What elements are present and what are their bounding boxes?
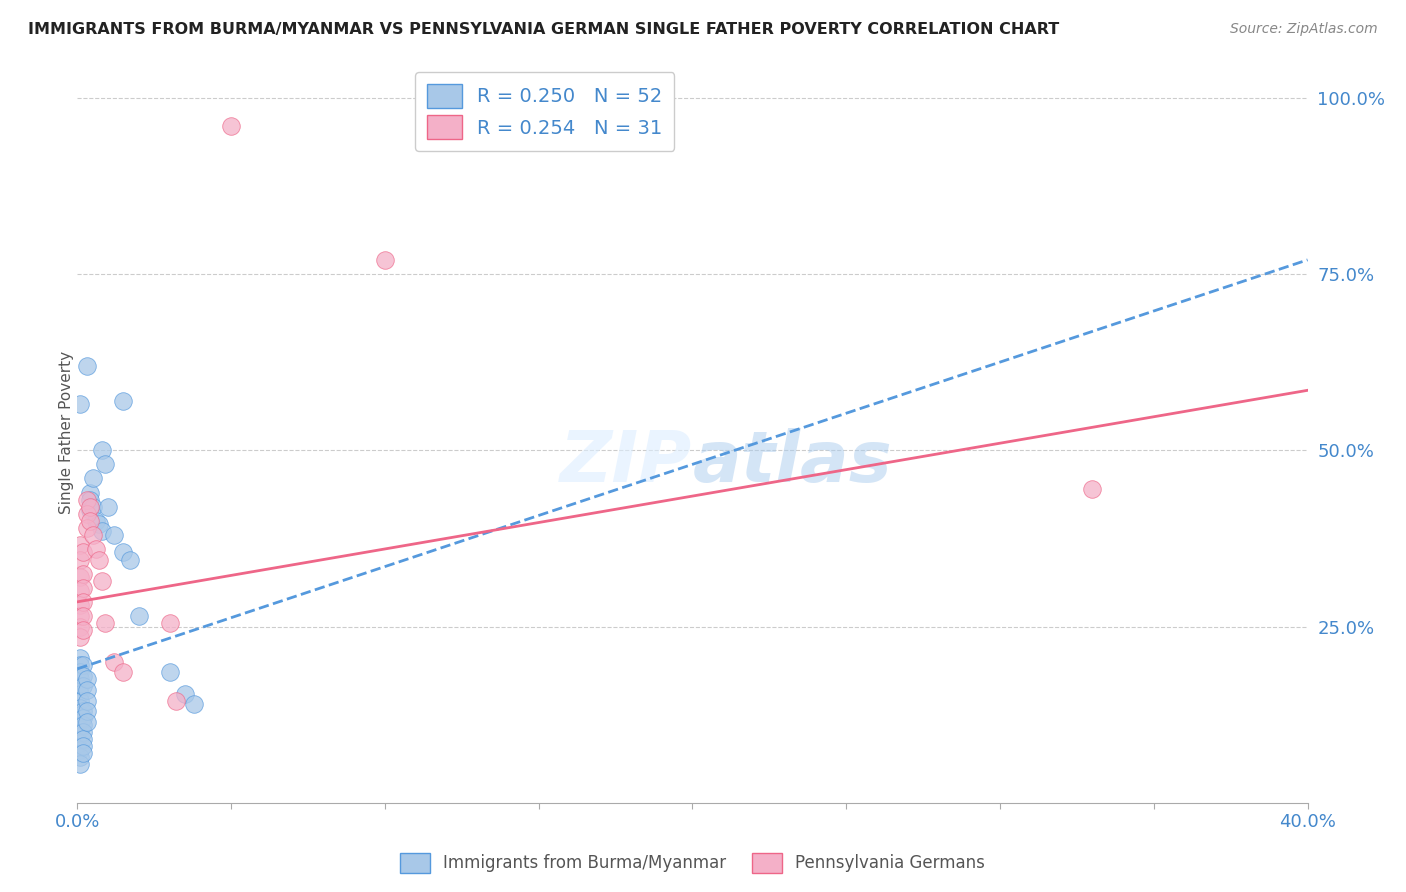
Point (72, 718, 94, 732)
Point (76, 521, 98, 535)
Point (374, 252, 396, 267)
Point (69, 658, 91, 673)
Point (69, 707, 91, 722)
Point (174, 686, 197, 700)
Point (87, 552, 110, 566)
Point (69, 552, 91, 566)
Point (69, 609, 91, 624)
Point (72, 704, 94, 718)
Point (72, 711, 94, 725)
Point (69, 736, 91, 750)
Point (82, 500, 104, 514)
Point (76, 359, 98, 373)
Point (128, 609, 150, 624)
Point (69, 619, 91, 633)
Text: ZIP: ZIP (560, 428, 693, 497)
Point (72, 545, 94, 559)
Point (72, 581, 94, 595)
Point (69, 599, 91, 613)
Point (69, 693, 91, 707)
Text: IMMIGRANTS FROM BURMA/MYANMAR VS PENNSYLVANIA GERMAN SINGLE FATHER POVERTY CORRE: IMMIGRANTS FROM BURMA/MYANMAR VS PENNSYL… (28, 22, 1059, 37)
Point (69, 750, 91, 764)
Point (69, 651, 91, 665)
Point (72, 725, 94, 739)
Point (165, 693, 187, 707)
Point (69, 729, 91, 743)
Point (69, 700, 91, 714)
Point (112, 665, 135, 680)
Point (1081, 482, 1104, 496)
Point (69, 570, 91, 584)
Point (76, 673, 98, 687)
Text: Source: ZipAtlas.com: Source: ZipAtlas.com (1230, 22, 1378, 37)
Point (112, 393, 135, 408)
Point (79, 485, 101, 500)
Point (219, 119, 242, 133)
Point (72, 609, 94, 624)
Point (87, 517, 110, 532)
Y-axis label: Single Father Poverty: Single Father Poverty (59, 351, 73, 514)
Point (69, 714, 91, 729)
Point (118, 552, 141, 566)
Point (82, 528, 104, 542)
Point (94, 615, 117, 630)
Point (72, 566, 94, 581)
Point (76, 492, 98, 507)
Point (69, 743, 91, 757)
Point (72, 623, 94, 637)
Point (76, 714, 98, 729)
Point (69, 397, 91, 411)
Point (69, 686, 91, 700)
Point (72, 739, 94, 754)
Point (72, 669, 94, 683)
Point (72, 680, 94, 694)
Point (103, 655, 125, 669)
Point (69, 538, 91, 552)
Point (69, 584, 91, 599)
Point (72, 595, 94, 609)
Point (69, 722, 91, 736)
Point (94, 458, 117, 472)
Point (103, 528, 125, 542)
Point (82, 471, 104, 485)
Point (79, 514, 101, 528)
Point (76, 507, 98, 521)
Point (79, 500, 101, 514)
Point (97, 500, 120, 514)
Point (90, 443, 114, 458)
Point (69, 757, 91, 772)
Point (76, 693, 98, 707)
Point (159, 665, 181, 680)
Point (69, 673, 91, 687)
Point (159, 615, 181, 630)
Point (79, 492, 101, 507)
Point (90, 524, 114, 539)
Point (72, 732, 94, 747)
Point (84, 514, 107, 528)
Point (72, 747, 94, 761)
Point (69, 680, 91, 694)
Point (69, 630, 91, 644)
Point (84, 541, 107, 556)
Point (69, 665, 91, 680)
Point (183, 697, 205, 711)
Legend: Immigrants from Burma/Myanmar, Pennsylvania Germans: Immigrants from Burma/Myanmar, Pennsylva… (394, 846, 991, 880)
Point (79, 503, 101, 517)
Point (90, 574, 114, 588)
Text: atlas: atlas (693, 428, 893, 497)
Point (112, 545, 135, 559)
Point (76, 704, 98, 718)
Point (76, 683, 98, 698)
Point (72, 658, 94, 673)
